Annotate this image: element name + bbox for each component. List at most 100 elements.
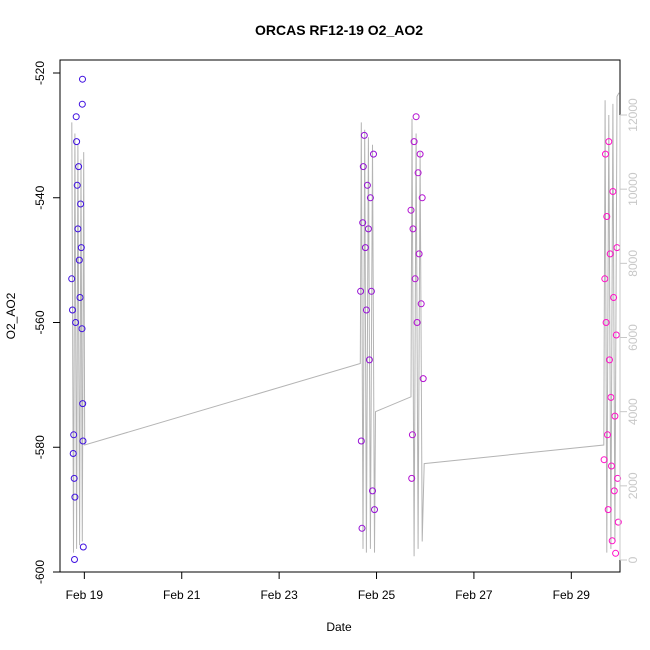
- o2-point: [366, 194, 374, 202]
- y2-tick-label: 6000: [626, 324, 640, 351]
- x-tick-label: Feb 23: [260, 588, 298, 602]
- o2-point: [412, 113, 420, 121]
- o2-point: [608, 462, 615, 470]
- o2-point: [75, 163, 83, 171]
- o2-point: [79, 543, 87, 551]
- o2-point: [407, 206, 415, 214]
- o2-point: [606, 250, 614, 258]
- y-tick-label: -560: [33, 310, 47, 334]
- o2-point: [606, 356, 613, 364]
- o2-point: [610, 294, 618, 301]
- o2-point: [614, 518, 622, 526]
- o2-point: [74, 225, 82, 233]
- y2-tick-label: 12000: [626, 98, 640, 132]
- o2-point: [603, 213, 611, 220]
- o2-point: [71, 493, 79, 501]
- x-tick-label: Feb 19: [66, 588, 104, 602]
- o2-point: [601, 275, 609, 283]
- o2-point: [602, 150, 609, 158]
- y2-tick-label: 10000: [626, 172, 640, 206]
- o2-point: [77, 244, 85, 252]
- o2-point: [357, 437, 365, 445]
- x-tick-label: Feb 27: [455, 588, 493, 602]
- o2-point: [370, 150, 377, 158]
- o2-point: [72, 319, 80, 326]
- o2-point: [608, 537, 616, 545]
- o2-point: [79, 75, 86, 83]
- o2-point: [78, 325, 86, 333]
- o2-point: [408, 474, 416, 482]
- o2-point: [72, 113, 80, 121]
- o2-point: [362, 306, 370, 314]
- y2-axis: 0 2000 4000 6000 8000 10000 12000: [619, 98, 640, 563]
- o2-point: [69, 450, 77, 457]
- o2-point: [612, 331, 620, 339]
- o2-point: [414, 169, 422, 177]
- x-axis-label: Date: [326, 620, 352, 634]
- o2-point: [409, 225, 417, 233]
- altitude-line-layer: [71, 92, 620, 557]
- o2-point: [78, 100, 86, 108]
- o2-point: [371, 506, 378, 514]
- o2-point: [610, 487, 618, 495]
- o2-point: [611, 412, 619, 420]
- y2-tick-label: 0: [626, 556, 640, 563]
- o2-point: [367, 287, 375, 295]
- o2-point: [605, 138, 613, 146]
- o2-point: [68, 275, 76, 283]
- x-tick-label: Feb 29: [553, 588, 591, 602]
- o2-point: [419, 375, 427, 383]
- x-axis: Feb 19 Feb 21 Feb 23 Feb 25 Feb 27 Feb 29: [66, 571, 591, 602]
- o2-point: [360, 131, 368, 139]
- chart-title: ORCAS RF12-19 O2_AO2: [255, 22, 423, 38]
- o2-point: [411, 275, 419, 283]
- y-axis: -600 -580 -560 -540 -520: [33, 61, 61, 584]
- o2-point: [408, 431, 416, 439]
- y-tick-label: -580: [33, 435, 47, 459]
- o2-point: [364, 225, 372, 233]
- o2-point: [602, 319, 610, 326]
- o2-point: [363, 181, 371, 189]
- o2-point: [70, 431, 78, 439]
- o2-point: [614, 474, 622, 482]
- o2-point: [410, 138, 418, 146]
- o2-point: [609, 188, 617, 195]
- o2-point: [69, 306, 76, 314]
- o2-point: [607, 393, 615, 401]
- y-tick-label: -600: [33, 560, 47, 584]
- o2-point: [369, 487, 376, 495]
- o2-point: [604, 431, 611, 439]
- y2-tick-label: 4000: [626, 398, 640, 425]
- y2-tick-label: 2000: [626, 472, 640, 499]
- o2-point: [415, 250, 423, 258]
- o2-point: [359, 163, 367, 171]
- o2-point: [365, 356, 373, 364]
- o2-point: [73, 181, 81, 189]
- o2-point: [357, 287, 365, 295]
- o2-point: [70, 474, 78, 482]
- o2-point: [612, 549, 620, 557]
- o2-point: [416, 150, 424, 158]
- altitude-line: [71, 92, 620, 557]
- o2-point: [71, 556, 78, 563]
- o2-point: [79, 400, 87, 408]
- o2-point: [417, 300, 425, 308]
- o2-point: [358, 524, 366, 532]
- o2-point: [75, 256, 83, 264]
- o2-point: [604, 506, 612, 514]
- y2-tick-label: 8000: [626, 250, 640, 277]
- o2-point: [600, 456, 608, 464]
- o2-point: [413, 319, 421, 326]
- plot-frame: [59, 59, 621, 573]
- o2-point: [77, 200, 85, 208]
- o2-points-layer: [68, 75, 622, 563]
- y-axis-label: O2_AO2: [4, 292, 18, 339]
- o2-point: [76, 294, 84, 301]
- o2-point: [361, 244, 369, 252]
- o2-point: [79, 437, 87, 445]
- o2-point: [359, 219, 367, 227]
- x-tick-label: Feb 21: [163, 588, 201, 602]
- o2-point: [613, 244, 621, 252]
- x-tick-label: Feb 25: [358, 588, 396, 602]
